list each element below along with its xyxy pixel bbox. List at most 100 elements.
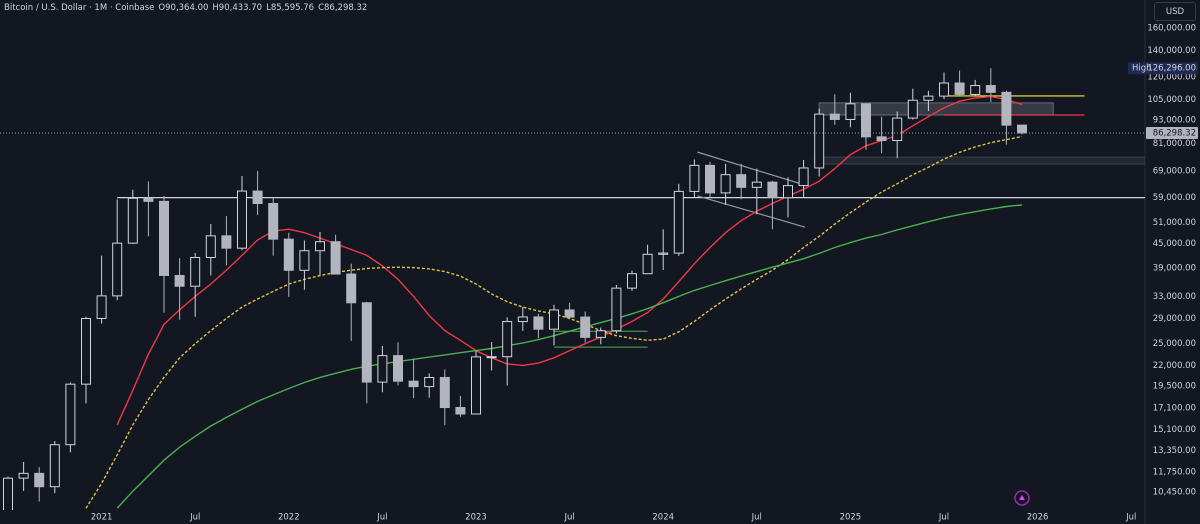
- ma-line: [116, 204, 1023, 509]
- candle-body: [517, 316, 528, 323]
- candle-body: [143, 197, 154, 202]
- y-tick-label: 39,000.00: [1153, 264, 1196, 274]
- candle-body: [736, 174, 747, 188]
- y-tick-label: 11,750.00: [1153, 468, 1196, 478]
- candle-body: [642, 253, 653, 275]
- y-tick-label: 22,000.00: [1153, 361, 1196, 371]
- candle-body: [268, 202, 279, 240]
- low-value: 85,595.76: [270, 3, 315, 13]
- candle-body: [705, 164, 715, 194]
- candle-body: [954, 82, 965, 95]
- y-tick-label: 15,100.00: [1153, 425, 1196, 435]
- candle-body: [751, 181, 762, 188]
- candle-body: [502, 321, 513, 358]
- logo-glyph: [1019, 495, 1025, 500]
- y-tick-label: 140,000.00: [1147, 46, 1196, 56]
- candle-body: [18, 472, 29, 479]
- logo-ring: [1014, 490, 1030, 506]
- x-tick-label: Jul: [563, 513, 574, 523]
- low-key: L: [266, 3, 271, 13]
- trend-line: [697, 151, 806, 186]
- x-tick-label: 2023: [465, 513, 487, 523]
- y-tick-label: 59,000.00: [1153, 193, 1196, 203]
- candle-body: [377, 355, 388, 383]
- x-tick-label: Jul: [189, 513, 200, 523]
- logo: [1014, 490, 1030, 506]
- y-tick-label: 120,000.00: [1147, 72, 1196, 82]
- candle-body: [549, 309, 559, 330]
- candle-body: [861, 103, 871, 138]
- high-tag-label: 126,296.00: [1147, 64, 1196, 74]
- y-tick-label: 25,000.00: [1153, 339, 1196, 349]
- candle-body: [923, 95, 934, 101]
- candle-body: [845, 103, 856, 120]
- ma-line: [116, 95, 1023, 426]
- candle-body: [252, 190, 263, 204]
- candle-body: [283, 238, 294, 271]
- candle-body: [814, 113, 825, 169]
- candle-body: [783, 185, 793, 199]
- x-tick-label: 2022: [278, 513, 300, 523]
- candle-body: [34, 472, 45, 488]
- candle-body: [533, 316, 544, 330]
- candle-body: [221, 235, 232, 249]
- candle-body: [985, 85, 996, 93]
- candle-body: [673, 190, 684, 254]
- x-tick-label: 2026: [1027, 513, 1049, 523]
- candle-body: [611, 287, 622, 332]
- candle-body: [580, 316, 591, 338]
- candle-body: [424, 376, 435, 388]
- x-tick-label: 2021: [91, 513, 113, 523]
- candle-body: [159, 200, 169, 276]
- candle-body: [408, 380, 419, 388]
- candle-body: [190, 257, 201, 287]
- x-tick-label: Jul: [751, 513, 762, 523]
- candle-body: [330, 241, 341, 275]
- y-tick-label: 10,450.00: [1153, 487, 1196, 497]
- close-value: 86,298.32: [324, 3, 368, 13]
- y-tick-label: 13,350.00: [1153, 446, 1196, 456]
- open-value: 90,364.00: [165, 3, 209, 13]
- y-tick-label: 105,000.00: [1147, 95, 1196, 105]
- candle-body: [595, 330, 606, 338]
- trend-line: [697, 195, 806, 228]
- candle-body: [829, 113, 840, 120]
- candle-body: [361, 302, 372, 383]
- candle-body: [720, 174, 731, 194]
- candle-body: [892, 117, 903, 142]
- candle-body: [907, 99, 918, 119]
- plot: [3, 68, 1145, 510]
- candle-body: [876, 136, 887, 142]
- y-tick-label: 33,000.00: [1153, 292, 1196, 302]
- high-key: H: [212, 3, 219, 13]
- candle-body: [1001, 91, 1012, 126]
- x-tick-label: Jul: [376, 513, 387, 523]
- candle-body: [439, 376, 450, 409]
- candle-body: [689, 164, 700, 192]
- candle-body: [471, 356, 481, 415]
- zone: [814, 156, 1145, 165]
- high-value: 90,433.70: [218, 3, 263, 13]
- candle-body: [798, 167, 809, 187]
- candle-body: [299, 250, 310, 271]
- candle-body: [939, 82, 949, 97]
- open-key: O: [158, 3, 166, 13]
- candle-body: [455, 407, 466, 415]
- close-key: C: [318, 3, 325, 13]
- candle-body: [970, 85, 981, 95]
- candle-body: [65, 383, 76, 446]
- candle-body: [174, 274, 185, 287]
- candle-body: [486, 356, 497, 359]
- currency-button[interactable]: USD: [1154, 2, 1196, 21]
- x-tick-label: 2024: [652, 513, 674, 523]
- candle-body: [1017, 124, 1027, 134]
- candle-body: [96, 295, 107, 319]
- candle-body: [627, 273, 637, 289]
- candle-body: [564, 309, 575, 318]
- candle-body: [49, 444, 60, 488]
- symbol: Bitcoin / U.S. Dollar · 1M · Coinbase: [4, 3, 155, 13]
- y-tick-label: 160,000.00: [1147, 23, 1196, 33]
